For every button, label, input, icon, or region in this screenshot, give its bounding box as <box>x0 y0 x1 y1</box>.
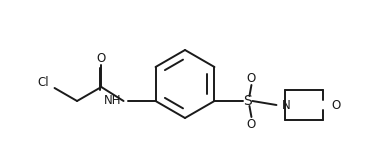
Text: N: N <box>282 98 290 112</box>
Text: S: S <box>243 94 252 108</box>
Text: NH: NH <box>104 94 122 107</box>
Text: Cl: Cl <box>37 76 48 90</box>
Text: O: O <box>247 72 256 85</box>
Text: O: O <box>332 98 341 112</box>
Text: O: O <box>97 52 106 65</box>
Text: O: O <box>247 117 256 131</box>
